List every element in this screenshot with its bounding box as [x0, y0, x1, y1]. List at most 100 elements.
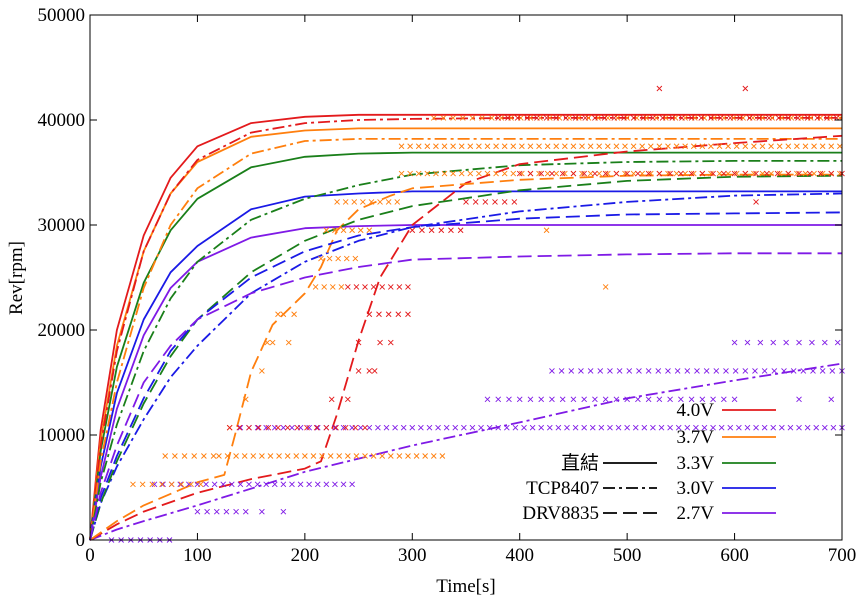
measurement-marker: [340, 227, 347, 234]
measurement-marker: [394, 199, 401, 205]
measurement-marker: [495, 424, 502, 431]
measurement-marker: [501, 170, 508, 177]
measurement-marker: [264, 339, 271, 346]
measurement-marker: [744, 424, 751, 431]
measurement-marker: [197, 481, 204, 488]
measurement-marker: [592, 396, 598, 403]
measurement-marker: [345, 284, 351, 290]
measurement-marker: [746, 115, 753, 121]
measurement-marker: [201, 453, 207, 459]
measurement-marker: [493, 143, 499, 150]
measurement-marker: [538, 424, 545, 431]
x-tick-label-1: 100: [183, 545, 212, 566]
measurement-marker: [501, 143, 508, 150]
measurement-marker: [732, 368, 739, 374]
measurement-marker: [357, 227, 364, 234]
measurement-marker: [450, 143, 456, 150]
measurement-marker: [725, 170, 731, 177]
measurement-marker: [604, 143, 611, 150]
measurement-marker: [630, 115, 637, 121]
measurement-marker: [289, 481, 295, 488]
measurement-marker: [211, 481, 218, 488]
measurement-marker: [656, 170, 663, 177]
measurement-marker: [314, 424, 321, 431]
measurement-marker: [514, 115, 521, 121]
measurement-marker: [504, 424, 510, 431]
measurement-marker: [439, 453, 446, 459]
measurement-marker: [558, 368, 565, 374]
measurement-marker: [582, 115, 589, 121]
measurement-marker: [321, 284, 328, 290]
measurement-marker: [626, 368, 633, 374]
measurement-marker: [160, 481, 166, 488]
measurement-marker: [492, 199, 498, 205]
measurement-marker: [656, 143, 663, 150]
measurement-marker: [177, 481, 184, 488]
measurement-marker: [794, 143, 800, 150]
scatter-layer: [108, 85, 845, 543]
measurement-marker: [667, 170, 673, 177]
series-line-0: [89, 113, 842, 541]
measurement-marker: [323, 424, 330, 431]
measurement-marker: [645, 170, 652, 177]
measurement-marker: [319, 453, 325, 459]
measurement-marker: [635, 170, 641, 177]
series-line-12: [89, 174, 843, 541]
series-line-11: [89, 173, 842, 541]
measurement-marker: [370, 284, 377, 290]
measurement-marker: [810, 368, 816, 374]
measurement-marker: [742, 368, 749, 374]
series-line-3: [89, 190, 842, 541]
y-tick-label-2: 20000: [38, 320, 86, 341]
measurement-marker: [770, 424, 777, 431]
series-line-14: [89, 252, 842, 541]
measurement-marker: [559, 170, 566, 177]
measurement-marker: [387, 284, 394, 290]
measurement-marker: [355, 368, 362, 374]
measurement-marker: [440, 115, 447, 121]
measurement-marker: [484, 143, 491, 150]
measurement-marker: [624, 424, 630, 431]
measurement-marker: [332, 227, 338, 234]
measurement-marker: [178, 481, 185, 488]
measurement-marker: [578, 368, 584, 374]
measurement-marker: [385, 199, 392, 205]
legend-voltage-label-1: 3.7V: [677, 427, 715, 448]
measurement-marker: [269, 339, 276, 346]
measurement-marker: [830, 424, 837, 431]
measurement-marker: [493, 170, 499, 177]
measurement-marker: [821, 339, 828, 346]
measurement-marker: [544, 170, 551, 177]
measurement-marker: [467, 170, 474, 177]
measurement-marker: [482, 199, 489, 205]
measurement-marker: [675, 424, 682, 431]
measurement-marker: [647, 143, 654, 150]
measurement-marker: [770, 339, 777, 346]
measurement-marker: [428, 227, 435, 234]
measurement-marker: [790, 368, 797, 374]
measurement-marker: [759, 143, 766, 150]
measurement-marker: [809, 339, 815, 346]
measurement-marker: [587, 170, 594, 177]
measurement-marker: [340, 481, 347, 488]
measurement-marker: [398, 143, 405, 150]
measurement-marker: [536, 143, 542, 150]
measurement-marker: [213, 508, 220, 515]
measurement-marker: [806, 170, 813, 177]
measurement-marker: [645, 396, 652, 403]
measurement-marker: [581, 170, 587, 177]
measurement-marker: [744, 339, 751, 346]
measurement-marker: [355, 339, 362, 346]
series-line-1: [89, 127, 842, 541]
measurement-marker: [306, 424, 312, 431]
measurement-marker: [139, 481, 146, 488]
measurement-marker: [151, 481, 158, 488]
measurement-marker: [450, 115, 456, 121]
measurement-marker: [655, 368, 662, 374]
measurement-marker: [742, 143, 749, 150]
measurement-marker: [656, 396, 663, 403]
measurement-marker: [796, 424, 802, 431]
measurement-marker: [667, 396, 673, 403]
x-tick-label-7: 700: [828, 545, 857, 566]
